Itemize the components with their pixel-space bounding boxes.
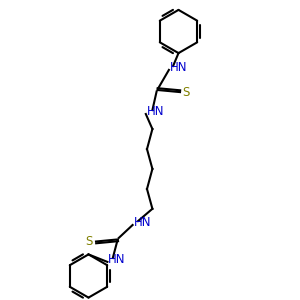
Text: HN: HN	[108, 253, 125, 266]
Text: HN: HN	[147, 105, 164, 118]
Text: HN: HN	[134, 216, 151, 229]
Text: S: S	[85, 235, 92, 248]
Text: HN: HN	[169, 61, 187, 74]
Text: S: S	[182, 85, 190, 99]
